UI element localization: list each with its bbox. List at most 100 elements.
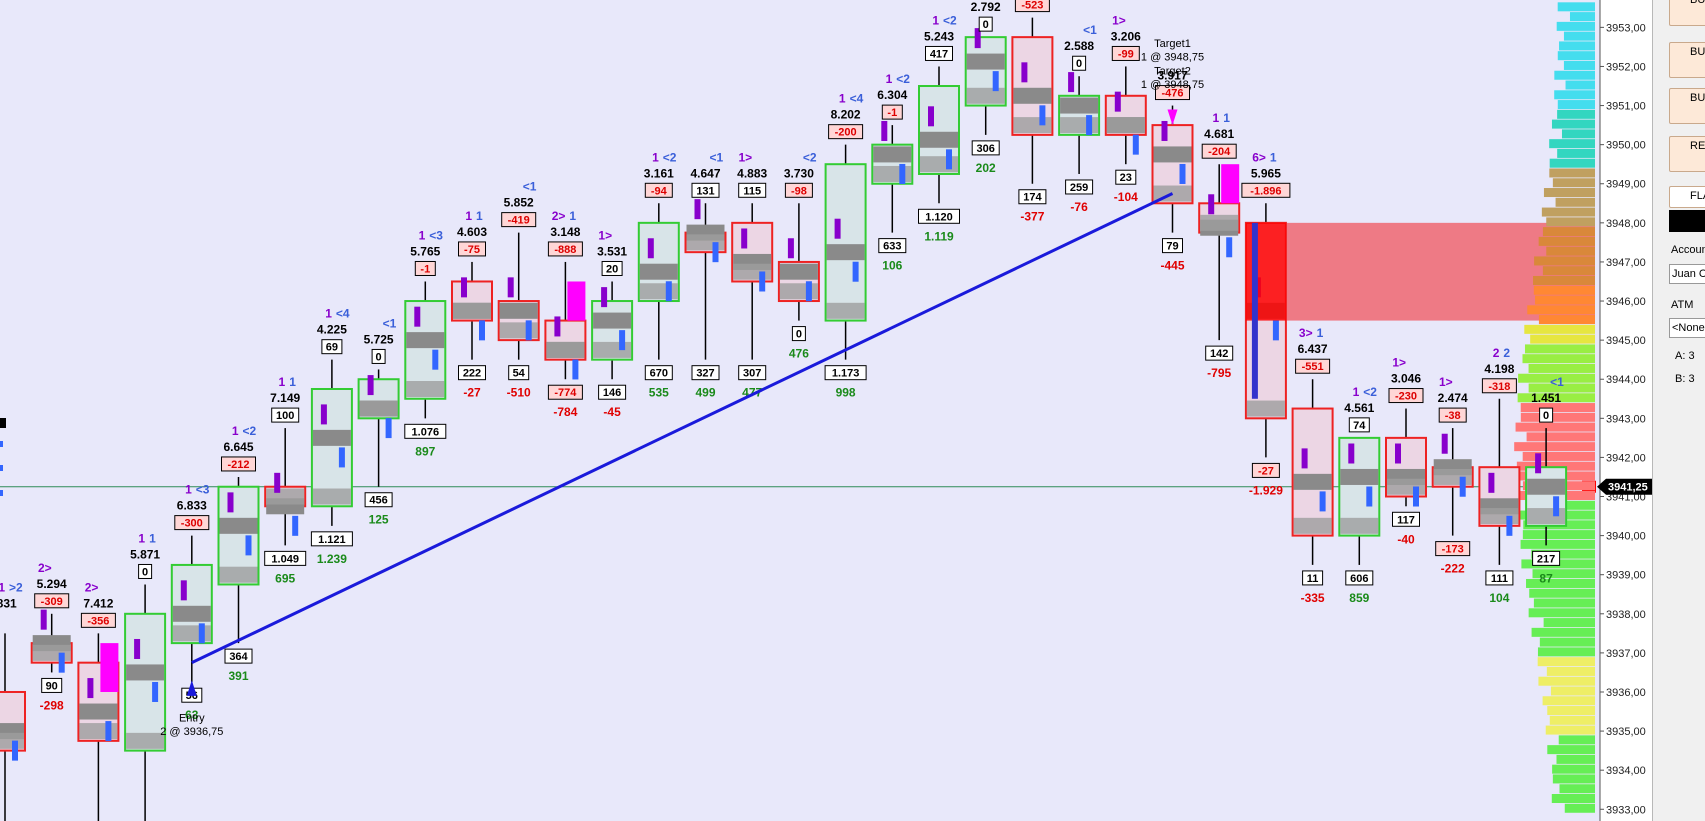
poc-band: [312, 429, 351, 446]
min-delta-box: [644, 365, 673, 381]
price-tick-label: 3936,00: [1606, 687, 1646, 699]
min-delta-box: [1162, 238, 1183, 254]
min-delta-box: [1345, 570, 1374, 586]
bid-imbalance: [852, 261, 859, 282]
bar-min-delta: 364: [229, 651, 248, 663]
left-edge-marker: [0, 418, 6, 428]
ask-imbalance: [834, 218, 841, 239]
price-tick-label: 3952,00: [1606, 61, 1646, 73]
profile-row: [1545, 725, 1595, 735]
last-price-marker: [1597, 478, 1652, 495]
profile-row: [1559, 784, 1595, 794]
bar-11: <1 5.852 -419 54 -510: [497, 180, 540, 400]
buy-button[interactable]: BUY: [1669, 42, 1705, 78]
atm-select[interactable]: <None>: [1669, 318, 1705, 338]
bar-delta: 0: [142, 566, 148, 578]
poc-band: [79, 723, 118, 740]
bar-min-delta: -27: [1258, 465, 1274, 477]
poc-band: [1293, 473, 1332, 490]
bar-count-ask: 1: [652, 150, 659, 164]
flat-button[interactable]: FLAT: [1669, 186, 1705, 208]
bid-imbalance: [665, 281, 672, 302]
bar-2: 2> 7.412 -356: [77, 580, 120, 821]
bar-count-ask: 1: [1213, 111, 1220, 125]
bar-delta: 0: [1076, 58, 1082, 70]
bar-delta: 69: [326, 342, 338, 354]
delta-box: [371, 348, 386, 364]
poc-band: [126, 732, 165, 749]
bar-volume: 4.225: [317, 323, 347, 337]
bid-imbalance: [292, 515, 299, 536]
delta-box: [34, 593, 70, 609]
bar-volume: 3.206: [1111, 29, 1141, 43]
delta-box: [1201, 143, 1237, 159]
bar-volume: .831: [0, 596, 17, 610]
profile-row: [1538, 236, 1595, 246]
min-delta-box: [1485, 570, 1514, 586]
profile-row: [1533, 598, 1595, 608]
delta-box: [601, 260, 623, 276]
bid-imbalance: [525, 320, 532, 341]
bar-delta: 20: [606, 263, 618, 275]
bar-total-delta: -76: [1070, 200, 1088, 214]
bar-29: 1 <2 4.561 74 606 859: [1338, 385, 1381, 605]
trade-annotation: Target2: [1154, 65, 1191, 77]
profile-row: [1529, 588, 1595, 598]
bar-delta: -200: [835, 127, 857, 139]
price-tick-label: 3937,00: [1606, 648, 1646, 660]
bar-24: 1> 3.206 -99 23 -104: [1104, 13, 1147, 204]
bid-imbalance: [992, 71, 999, 92]
profile-row: [1546, 217, 1595, 227]
bid-imbalance: [152, 681, 159, 702]
bar-count-ask: 1: [886, 72, 893, 86]
profile-row: [1556, 754, 1595, 764]
bar-count-bid: 1: [1270, 150, 1277, 164]
bar-10: 1 1 4.603 -75 222 -27: [451, 209, 493, 400]
bar-min-delta: 11: [1307, 573, 1319, 585]
bar-delta: -94: [651, 185, 668, 197]
delta-box: [644, 182, 673, 198]
bid-imbalance: [198, 623, 205, 644]
profile-row: [1524, 324, 1595, 334]
poc-band: [1060, 117, 1099, 134]
bar-body: [1291, 407, 1334, 537]
delta-box: [1481, 378, 1517, 394]
profile-row: [1551, 119, 1595, 129]
price-tick-label: 3935,00: [1606, 726, 1646, 738]
bar-total-delta: -445: [1160, 259, 1184, 273]
ask-imbalance: [180, 580, 187, 601]
delta-box: [828, 124, 864, 140]
target-arrow: [1167, 109, 1178, 126]
absorption-highlight: [567, 281, 586, 321]
bar-count-bid: <2: [1363, 385, 1377, 399]
bar-delta: 0: [376, 351, 382, 363]
price-tick-label: 3953,00: [1606, 22, 1646, 34]
bar-min-delta: 307: [743, 368, 761, 380]
bid-imbalance: [338, 447, 345, 468]
bar-min-delta: 146: [603, 387, 621, 399]
poc-band: [1433, 468, 1472, 485]
profile-row: [1537, 657, 1595, 667]
profile-row: [1538, 315, 1595, 325]
profile-row: [1530, 334, 1595, 344]
buy-limit-button[interactable]: BUY: [1669, 88, 1705, 124]
profile-row: [1517, 393, 1595, 403]
price-tick-label: 3946,00: [1606, 296, 1646, 308]
poc-band: [639, 263, 678, 280]
bid-imbalance: [1272, 320, 1279, 341]
profile-row: [1520, 403, 1595, 413]
bid-imbalance: [105, 721, 112, 742]
reverse-button[interactable]: REV: [1669, 136, 1705, 172]
profile-row: [1546, 246, 1595, 256]
entry-to-target-line: [191, 192, 1174, 665]
bid-imbalance: [1086, 115, 1093, 136]
bar-total-delta: -1.929: [1249, 483, 1283, 497]
bar-min-delta: 259: [1070, 182, 1088, 194]
poc-band: [1246, 400, 1285, 417]
bar-9: 1 <3 5.765 -1 1.076 897: [404, 228, 447, 458]
bar-count-ask: 2>: [38, 561, 52, 575]
buy-market-button[interactable]: BUY MARKET: [1669, 0, 1705, 26]
account-select[interactable]: Juan Carlos: [1669, 264, 1705, 284]
